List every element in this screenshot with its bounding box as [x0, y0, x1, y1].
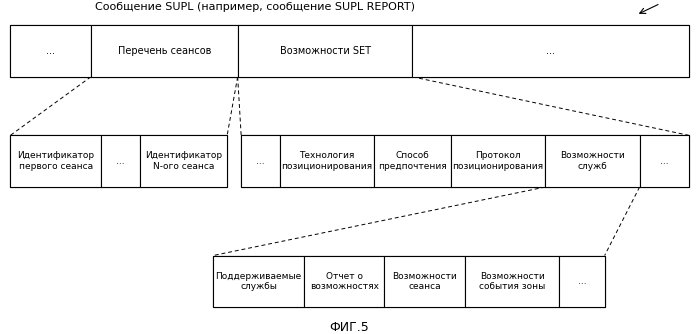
Text: Перечень сеансов: Перечень сеансов	[117, 46, 211, 56]
Text: Идентификатор
N-ого сеанса: Идентификатор N-ого сеанса	[145, 151, 222, 171]
Text: ...: ...	[546, 46, 555, 56]
Text: Возможности
сеанса: Возможности сеанса	[392, 272, 457, 291]
Text: ...: ...	[256, 157, 265, 166]
Text: Поддерживаемые
службы: Поддерживаемые службы	[215, 272, 302, 291]
FancyBboxPatch shape	[374, 135, 451, 187]
Text: Сообщение SUPL (например, сообщение SUPL REPORT): Сообщение SUPL (например, сообщение SUPL…	[94, 2, 415, 12]
Text: Технология
позиционирования: Технология позиционирования	[281, 151, 373, 171]
FancyBboxPatch shape	[91, 25, 238, 77]
Text: Протокол
позиционирования: Протокол позиционирования	[452, 151, 544, 171]
FancyBboxPatch shape	[559, 256, 605, 307]
Text: 500: 500	[661, 0, 681, 2]
Text: Идентификатор
первого сеанса: Идентификатор первого сеанса	[17, 151, 94, 171]
Text: Возможности SET: Возможности SET	[280, 46, 370, 56]
FancyBboxPatch shape	[451, 135, 545, 187]
Text: Отчет о
возможностях: Отчет о возможностях	[310, 272, 379, 291]
FancyBboxPatch shape	[545, 135, 640, 187]
FancyBboxPatch shape	[238, 25, 412, 77]
FancyBboxPatch shape	[640, 135, 689, 187]
FancyBboxPatch shape	[101, 135, 140, 187]
Text: ...: ...	[577, 277, 586, 286]
FancyBboxPatch shape	[213, 256, 605, 307]
FancyBboxPatch shape	[140, 135, 227, 187]
FancyBboxPatch shape	[280, 135, 374, 187]
FancyBboxPatch shape	[304, 256, 384, 307]
FancyBboxPatch shape	[241, 135, 689, 187]
FancyBboxPatch shape	[213, 256, 304, 307]
Text: ...: ...	[116, 157, 125, 166]
FancyBboxPatch shape	[10, 135, 227, 187]
FancyBboxPatch shape	[412, 25, 689, 77]
FancyBboxPatch shape	[465, 256, 559, 307]
Text: Возможности
служб: Возможности служб	[560, 151, 625, 171]
FancyBboxPatch shape	[10, 135, 101, 187]
Text: ...: ...	[660, 157, 668, 166]
Text: ФИГ.5: ФИГ.5	[330, 321, 369, 334]
FancyBboxPatch shape	[10, 25, 91, 77]
FancyBboxPatch shape	[241, 135, 280, 187]
FancyBboxPatch shape	[384, 256, 465, 307]
Text: Способ
предпочтения: Способ предпочтения	[378, 151, 447, 171]
Text: Возможности
события зоны: Возможности события зоны	[479, 272, 545, 291]
Text: ...: ...	[46, 46, 55, 56]
FancyBboxPatch shape	[10, 25, 689, 77]
